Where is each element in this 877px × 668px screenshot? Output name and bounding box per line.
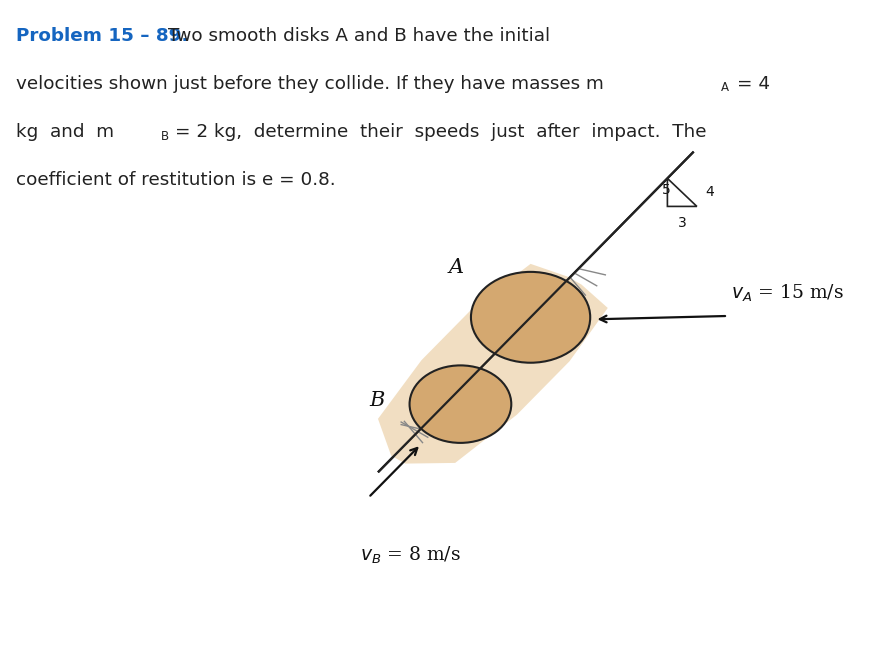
Text: velocities shown just before they collide. If they have masses m: velocities shown just before they collid… (16, 75, 603, 93)
Text: $v_B$ = 8 m/s: $v_B$ = 8 m/s (360, 545, 460, 566)
Text: Problem 15 – 89.: Problem 15 – 89. (16, 27, 189, 45)
Text: A: A (448, 258, 464, 277)
Text: 3: 3 (678, 216, 687, 230)
Text: 5: 5 (662, 183, 671, 196)
Text: $v_A$ = 15 m/s: $v_A$ = 15 m/s (731, 283, 845, 304)
Text: coefficient of restitution is e = 0.8.: coefficient of restitution is e = 0.8. (16, 171, 335, 189)
Text: B: B (369, 391, 385, 410)
Text: A: A (721, 81, 729, 94)
Text: = 2 kg,  determine  their  speeds  just  after  impact.  The: = 2 kg, determine their speeds just afte… (175, 123, 707, 141)
Text: 4: 4 (706, 186, 715, 199)
Text: = 4: = 4 (737, 75, 770, 93)
Circle shape (471, 272, 590, 363)
Text: B: B (160, 130, 168, 142)
Text: Two smooth disks A and B have the initial: Two smooth disks A and B have the initia… (168, 27, 551, 45)
Circle shape (410, 365, 511, 443)
Polygon shape (378, 264, 608, 464)
Text: kg  and  m: kg and m (16, 123, 114, 141)
